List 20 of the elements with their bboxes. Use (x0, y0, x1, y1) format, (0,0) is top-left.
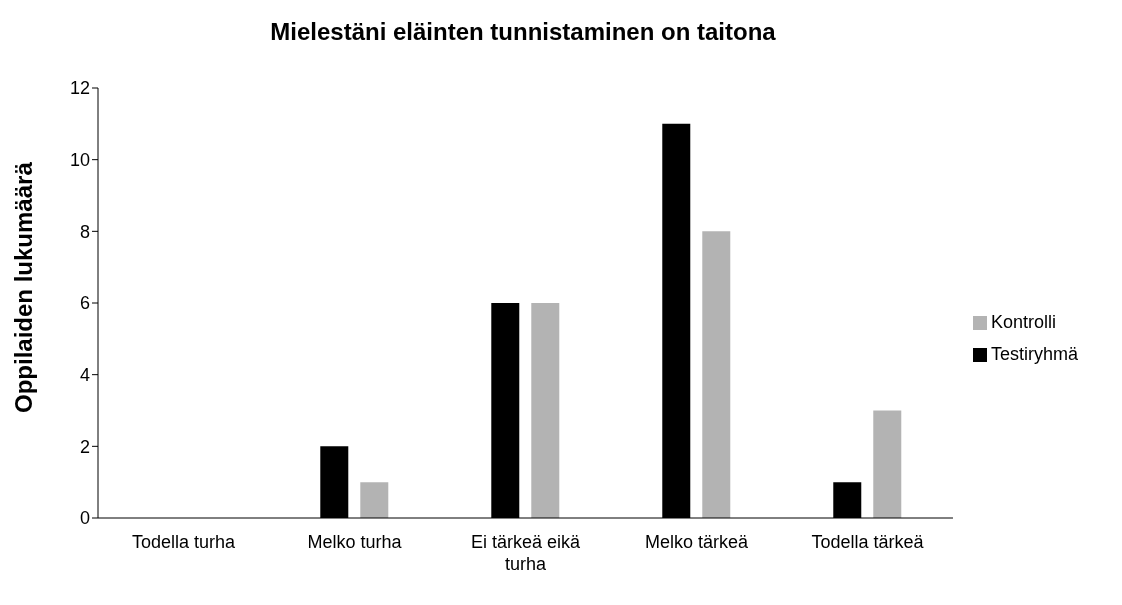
bar (873, 410, 902, 518)
y-tick-label: 4 (79, 365, 90, 386)
y-tick-label: 2 (79, 436, 90, 457)
y-axis-title: Oppilaiden lukumäärä (9, 161, 37, 413)
y-tick-label: 10 (69, 150, 90, 171)
y-tick-label: 6 (79, 293, 90, 314)
x-tick-label: Melko turha (307, 532, 403, 552)
legend-label: Testiryhmä (990, 344, 1078, 364)
x-tick-label: Ei tärkeä eikä turha (470, 532, 581, 574)
bar (360, 482, 389, 518)
y-tick-label: 8 (79, 221, 90, 242)
y-tick-label: 0 (79, 508, 90, 529)
y-tick-label: 12 (69, 78, 90, 99)
x-tick-label: Todella turha (131, 532, 237, 552)
bar (702, 231, 731, 518)
legend-label: Kontrolli (990, 312, 1056, 332)
bar (531, 303, 560, 518)
x-tick-label: Todella tärkeä (811, 532, 925, 552)
chart-title: Mielestäni eläinten tunnistaminen on taitona (269, 18, 777, 46)
x-tick-label: Melko tärkeä (644, 532, 749, 552)
